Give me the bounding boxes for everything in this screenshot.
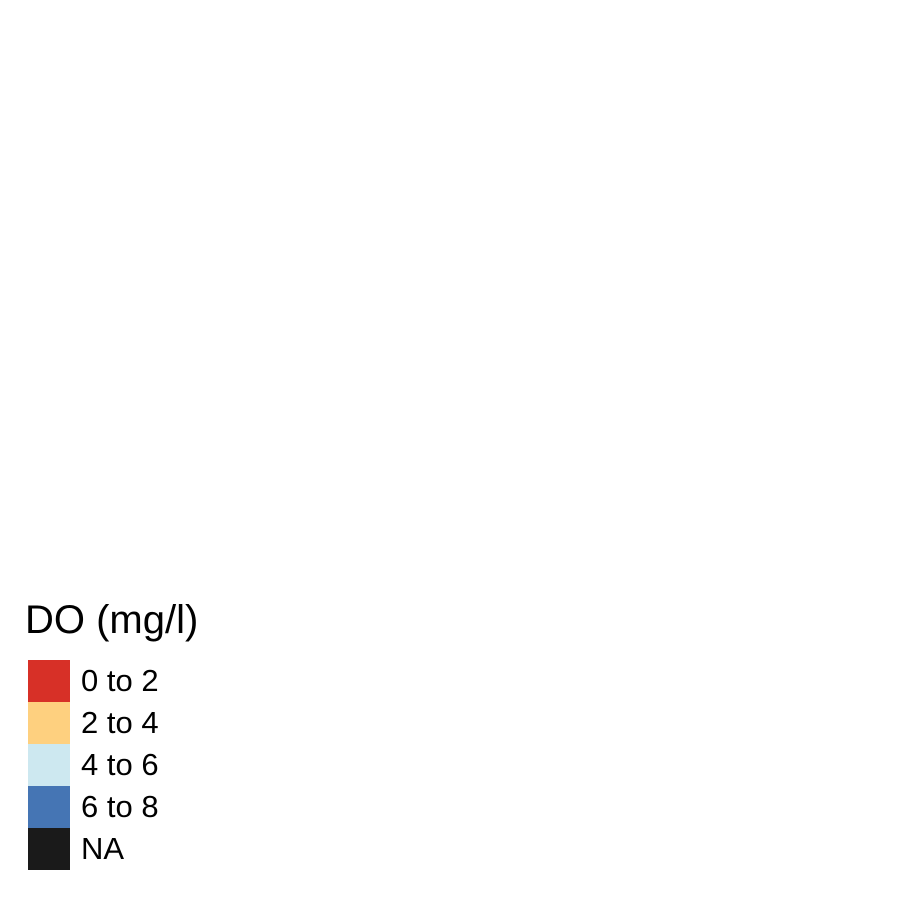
- legend-item: 6 to 8: [28, 786, 198, 828]
- legend-list: 0 to 2 2 to 4 4 to 6 6 to 8 NA: [28, 660, 198, 870]
- legend-label: 4 to 6: [81, 747, 159, 782]
- legend-swatch: [28, 744, 70, 786]
- map-legend: DO (mg/l) 0 to 2 2 to 4 4 to 6 6 to 8 NA: [25, 596, 198, 870]
- legend-label: 0 to 2: [81, 663, 159, 698]
- legend-label: 6 to 8: [81, 789, 159, 824]
- legend-item: NA: [28, 828, 198, 870]
- legend-title: DO (mg/l): [25, 598, 199, 642]
- legend-swatch: [28, 660, 70, 702]
- legend-item: 0 to 2: [28, 660, 198, 702]
- legend-item: 4 to 6: [28, 744, 198, 786]
- legend-swatch: [28, 786, 70, 828]
- legend-swatch: [28, 702, 70, 744]
- legend-label: NA: [81, 831, 125, 866]
- legend-swatch: [28, 828, 70, 870]
- legend-label: 2 to 4: [81, 705, 159, 740]
- legend-item: 2 to 4: [28, 702, 198, 744]
